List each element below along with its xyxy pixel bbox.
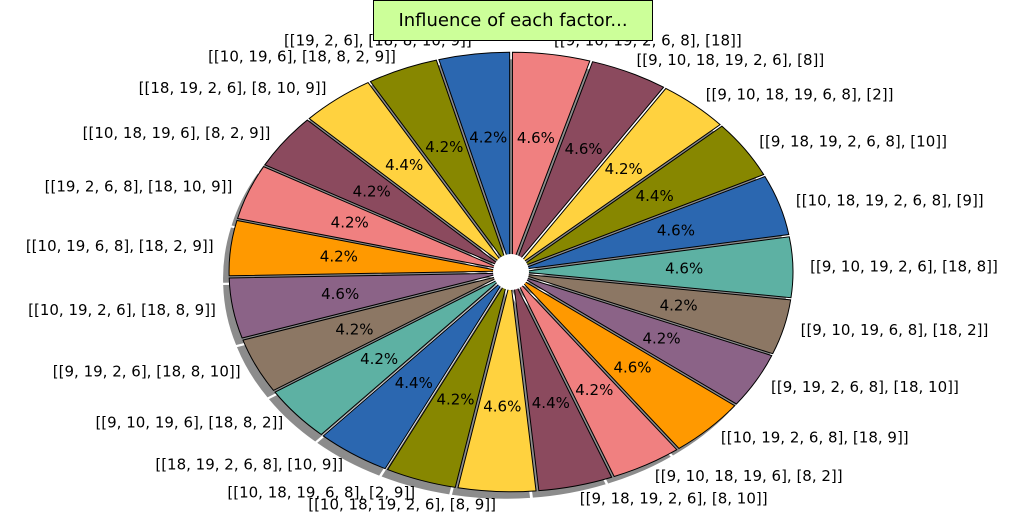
pie-slice bbox=[228, 219, 502, 277]
slice-category-label: [[9, 10, 18, 19, 2, 6], [8]] bbox=[636, 51, 824, 69]
slice-category-label: [[9, 10, 19, 6, 8], [18, 2]] bbox=[801, 321, 989, 339]
slice-percent-label: 4.4% bbox=[395, 374, 433, 392]
pie-slice bbox=[517, 277, 736, 450]
pie-slice bbox=[322, 278, 506, 470]
slice-category-label: [[9, 10, 19, 2, 6], [18, 8]] bbox=[810, 257, 998, 275]
slice-category-label: [[9, 10, 18, 19, 6], [8, 2]] bbox=[655, 467, 843, 485]
pie-slice bbox=[520, 175, 790, 271]
slice-labels: [[9, 10, 19, 2, 6, 8], [18]][[9, 10, 18,… bbox=[26, 31, 998, 513]
slice-percent-label: 4.4% bbox=[385, 156, 423, 174]
slice-category-label: [[10, 19, 2, 6, 8], [18, 9]] bbox=[721, 429, 909, 447]
slice-category-label: [[18, 19, 2, 6], [8, 10, 9]] bbox=[139, 79, 327, 97]
slice-category-label: [[9, 19, 2, 6], [18, 8, 10]] bbox=[53, 362, 241, 380]
slice-percent-label: 4.2% bbox=[353, 182, 391, 200]
pie-slice bbox=[242, 274, 503, 392]
pie-slice bbox=[514, 61, 665, 266]
pie-slice bbox=[369, 59, 508, 266]
slice-percent-label: 4.4% bbox=[532, 394, 570, 412]
pie-slice bbox=[515, 278, 678, 478]
slice-category-label: [[10, 19, 6, 8], [18, 2, 9]] bbox=[26, 237, 214, 255]
slice-percent-label: 4.6% bbox=[321, 285, 359, 303]
slice-percent-label: 4.2% bbox=[436, 390, 474, 408]
pie-slice bbox=[308, 81, 506, 267]
slice-percent-label: 4.2% bbox=[469, 129, 507, 147]
slice-percent-label: 4.4% bbox=[636, 187, 674, 205]
slice-category-label: [[10, 19, 6], [18, 8, 2, 9]] bbox=[208, 47, 396, 65]
slice-category-label: [[10, 18, 19, 2, 6, 8], [9]] bbox=[796, 191, 984, 209]
slice-category-label: [[9, 10, 19, 6], [18, 8, 2]] bbox=[95, 414, 283, 432]
slice-percent-label: 4.2% bbox=[331, 213, 369, 231]
pie-slice bbox=[274, 276, 504, 436]
pie-slices bbox=[228, 51, 794, 493]
slice-percent-label: 4.2% bbox=[660, 296, 698, 314]
slice-percent-label: 4.6% bbox=[517, 129, 555, 147]
pie-slice bbox=[457, 279, 537, 493]
pie-slice bbox=[520, 236, 794, 299]
slice-category-label: [[9, 18, 19, 2, 6, 8], [10]] bbox=[759, 132, 947, 150]
slice-percent-label: 4.2% bbox=[605, 160, 643, 178]
pie-center-hole bbox=[493, 254, 529, 290]
pie-slice bbox=[228, 272, 502, 339]
slice-percent-label: 4.2% bbox=[575, 381, 613, 399]
slice-percent-label: 4.2% bbox=[320, 248, 358, 266]
slice-category-label: [[19, 2, 6, 8], [18, 10, 9]] bbox=[45, 177, 233, 195]
pie-slice bbox=[438, 51, 511, 265]
slice-category-label: [[9, 10, 18, 19, 6, 8], [2]] bbox=[706, 85, 894, 103]
pie-slice bbox=[386, 279, 509, 488]
pie-slice bbox=[264, 119, 504, 268]
slice-percent-label: 4.6% bbox=[657, 221, 695, 239]
slice-percent-label: 4.2% bbox=[335, 320, 373, 338]
slice-category-label: [[10, 18, 19, 2, 6], [8, 9]] bbox=[308, 495, 496, 513]
slice-category-label: [[10, 19, 2, 6], [18, 8, 9]] bbox=[28, 301, 216, 319]
slice-percent-label: 4.6% bbox=[483, 397, 521, 415]
slice-category-label: [[10, 18, 19, 6, 8], [2, 9]] bbox=[227, 483, 415, 501]
pie-slice bbox=[236, 166, 502, 270]
slice-percent-label: 4.6% bbox=[565, 140, 603, 158]
slice-percent-label: 4.2% bbox=[360, 350, 398, 368]
slice-category-label: [[10, 18, 19, 6], [8, 2, 9]] bbox=[83, 124, 271, 142]
pie-slice bbox=[511, 51, 591, 265]
pie-slice bbox=[517, 87, 721, 267]
percent-labels: 4.6%4.6%4.2%4.4%4.6%4.6%4.2%4.2%4.6%4.2%… bbox=[320, 129, 703, 416]
slice-category-label: [[9, 19, 2, 6, 8], [18, 10]] bbox=[771, 378, 959, 396]
slice-percent-label: 4.6% bbox=[665, 260, 703, 278]
slice-percent-label: 4.2% bbox=[425, 138, 463, 156]
pie-slice bbox=[519, 275, 773, 405]
slice-category-label: [[9, 18, 19, 2, 6], [8, 10]] bbox=[580, 489, 768, 507]
slice-percent-label: 4.2% bbox=[642, 329, 680, 347]
slice-category-label: [[18, 19, 2, 6, 8], [10, 9]] bbox=[155, 456, 343, 474]
pie-slice bbox=[512, 279, 613, 492]
pie-slice bbox=[519, 125, 765, 269]
chart-title: Influence of each factor... bbox=[373, 0, 653, 41]
slice-percent-label: 4.6% bbox=[613, 359, 651, 377]
pie-slice bbox=[520, 273, 792, 355]
